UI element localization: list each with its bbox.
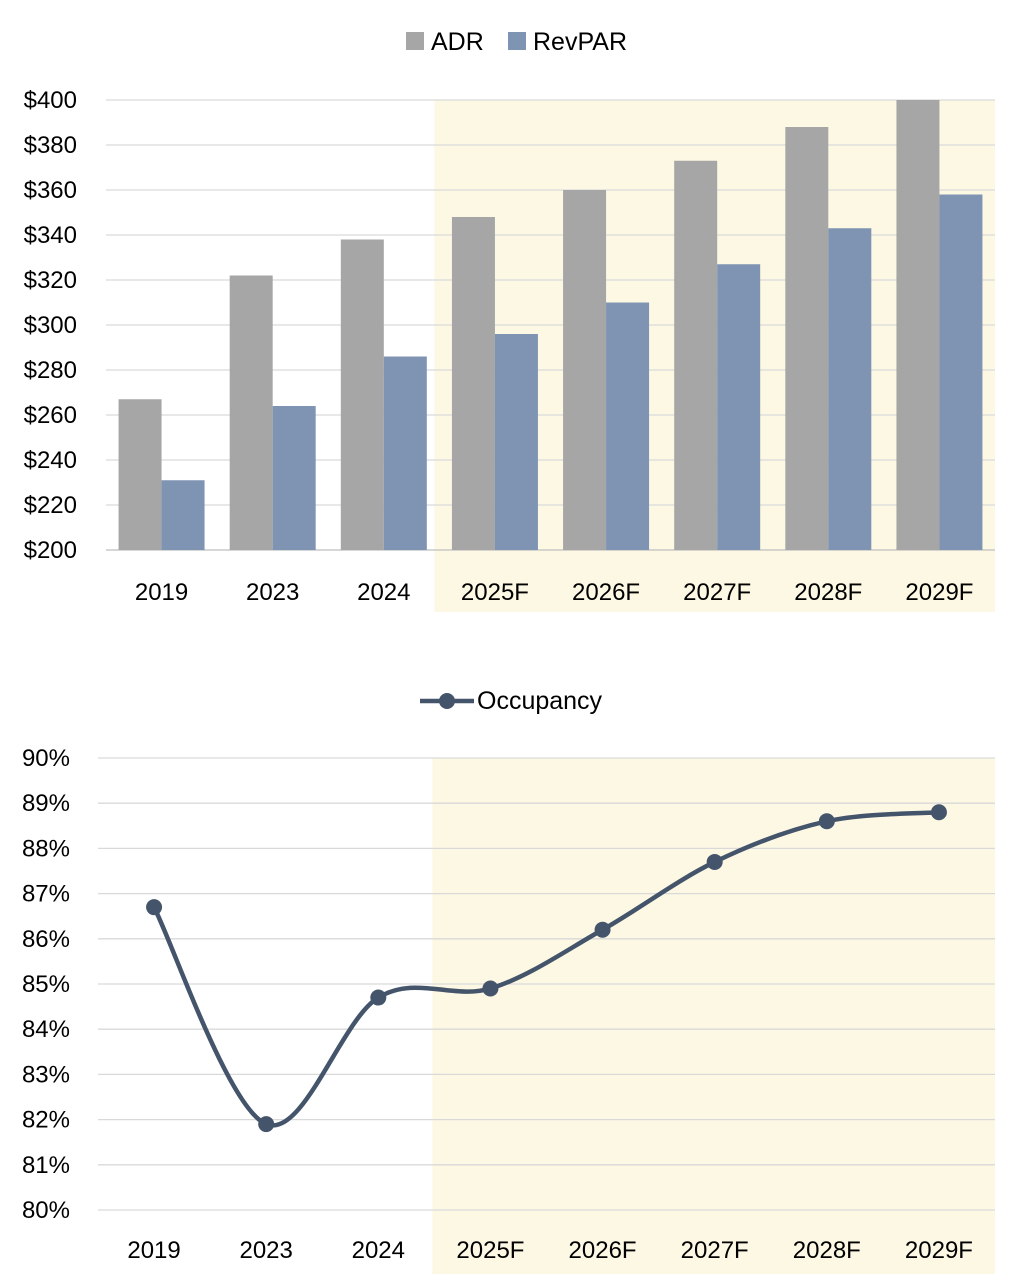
revpar-bar (828, 228, 872, 550)
adr-revpar-bar-chart: $200 $220 $240 $260 $280 $300 $320 $340 $360 $380… (24, 28, 995, 612)
y-tick-label: 86% (22, 926, 70, 953)
revpar-bar (606, 302, 650, 550)
y-tick-label: 83% (22, 1061, 70, 1088)
adr-bar (451, 217, 495, 550)
x-tick-label: 2024 (352, 1237, 405, 1264)
forecast-shade (432, 758, 995, 1274)
revpar-bar (272, 406, 316, 550)
x-tick-label: 2023 (239, 1237, 292, 1264)
y-tick-label: 85% (22, 971, 70, 998)
y-tick-label: 87% (22, 881, 70, 908)
y-tick-label: $360 (24, 177, 77, 204)
y-tick-label: 80% (22, 1197, 70, 1224)
x-tick-label: 2028F (794, 579, 862, 606)
occupancy-point (482, 980, 499, 997)
x-tick-label: 2028F (793, 1237, 861, 1264)
revpar-bar (717, 264, 761, 550)
legend-occupancy-marker (439, 693, 455, 709)
occupancy-point (706, 853, 723, 870)
y-tick-label: $400 (24, 87, 77, 114)
x-tick-label: 2025F (461, 579, 529, 606)
occupancy-point (258, 1116, 275, 1133)
revpar-bar (161, 480, 205, 550)
y-tick-label: 84% (22, 1016, 70, 1043)
x-tick-label: 2029F (905, 1237, 973, 1264)
x-tick-label: 2026F (569, 1237, 637, 1264)
revpar-bar (494, 334, 538, 550)
y-tick-label: $300 (24, 312, 77, 339)
adr-bar (340, 239, 384, 550)
legend-revpar-label: RevPAR (533, 28, 627, 56)
x-tick-label: 2019 (127, 1237, 180, 1264)
adr-bar (896, 100, 940, 550)
legend-revpar-swatch (508, 32, 526, 50)
occupancy-point (594, 921, 611, 938)
y-tick-label: $380 (24, 132, 77, 159)
y-tick-label: $200 (24, 537, 77, 564)
x-tick-label: 2027F (681, 1237, 749, 1264)
occupancy-line-chart: 80% 81% 82% 83% 84% 85% 86% 87% 88% 89% 90% 2019 202… (22, 687, 995, 1274)
y-tick-label: $240 (24, 447, 77, 474)
x-tick-label: 2019 (135, 579, 188, 606)
occupancy-point (146, 899, 163, 916)
y-tick-label: 81% (22, 1152, 70, 1179)
adr-bar (785, 127, 829, 550)
adr-bar (229, 275, 273, 550)
x-tick-label: 2026F (572, 579, 640, 606)
x-tick-label: 2027F (683, 579, 751, 606)
x-tick-label: 2023 (246, 579, 299, 606)
x-tick-label: 2025F (456, 1237, 524, 1264)
legend-adr-swatch (406, 32, 424, 50)
legend-adr-label: ADR (431, 28, 484, 56)
occupancy-point (370, 989, 387, 1006)
legend-occupancy-label: Occupancy (477, 687, 603, 715)
adr-bar (563, 190, 607, 550)
revpar-bar (939, 194, 983, 550)
y-tick-label: $340 (24, 222, 77, 249)
revpar-bar (383, 356, 427, 550)
y-tick-label: 82% (22, 1107, 70, 1134)
y-tick-label: 88% (22, 835, 70, 862)
adr-bar (674, 160, 718, 550)
y-tick-label: $260 (24, 402, 77, 429)
adr-bar (118, 399, 162, 550)
y-tick-label: $280 (24, 357, 77, 384)
x-tick-label: 2024 (357, 579, 410, 606)
y-tick-label: $320 (24, 267, 77, 294)
y-tick-label: 90% (22, 745, 70, 772)
y-tick-label: $220 (24, 492, 77, 519)
y-tick-label: 89% (22, 790, 70, 817)
occupancy-point (818, 813, 835, 830)
occupancy-point (930, 804, 947, 821)
x-tick-label: 2029F (905, 579, 973, 606)
